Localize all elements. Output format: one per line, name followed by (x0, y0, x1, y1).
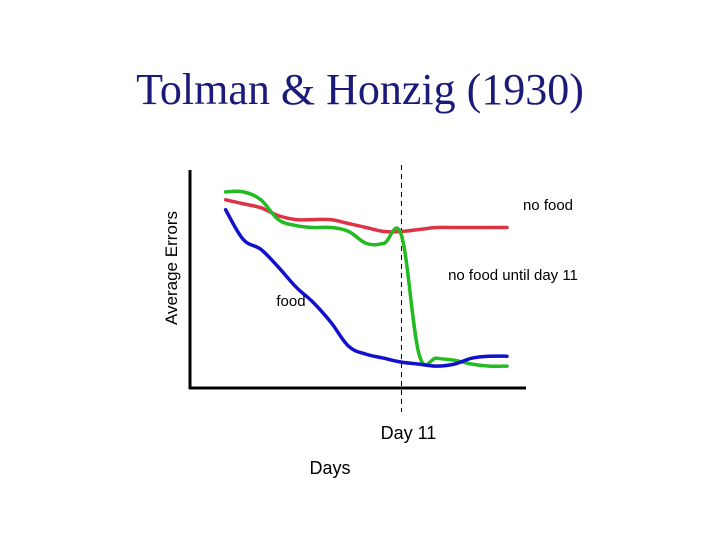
series-line-no-food (223, 198, 509, 234)
annotation-no-food-until-day-11: no food until day 11 (448, 267, 578, 284)
series-line-food (223, 207, 509, 368)
day-11-label: Day 11 (381, 423, 437, 443)
y-axis-label: Average Errors (162, 211, 181, 325)
chart-title: Tolman & Honzig (1930) (136, 65, 584, 114)
x-axis-label: Days (309, 458, 350, 478)
series-line-no-food-until-day-11 (223, 189, 509, 369)
annotation-no-food: no food (523, 197, 573, 214)
annotation-food: food (276, 293, 305, 310)
